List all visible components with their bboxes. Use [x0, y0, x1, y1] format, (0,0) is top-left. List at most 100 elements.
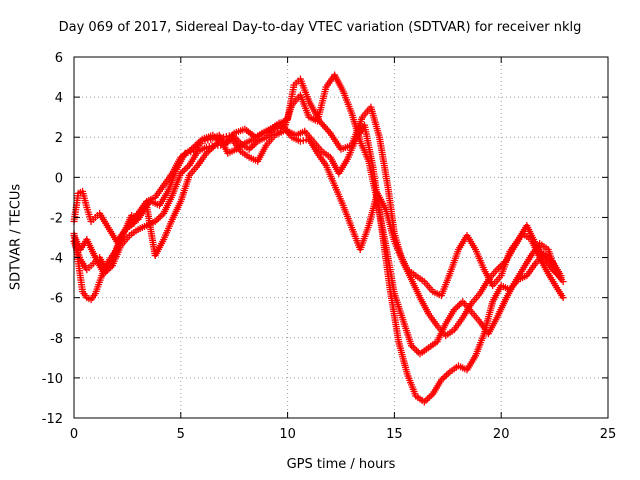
x-axis-label: GPS time / hours — [286, 457, 396, 472]
data-point-interp — [286, 131, 294, 139]
data-point-interp — [218, 135, 226, 143]
data-point-interp — [375, 131, 383, 139]
data-point-interp — [321, 85, 329, 93]
data-point-interp — [509, 246, 517, 254]
data-point-interp — [184, 163, 192, 171]
data-point-interp — [342, 157, 350, 165]
data-point-interp — [407, 340, 415, 348]
data-point-interp — [517, 268, 525, 276]
data-point-interp — [249, 142, 257, 150]
data-point-interp — [201, 151, 209, 159]
data-point-interp — [431, 339, 439, 347]
data-point-interp — [390, 287, 398, 295]
data-point-interp — [304, 111, 312, 119]
data-point-interp — [415, 292, 423, 300]
data-point-interp — [90, 292, 98, 300]
data-point-interp — [269, 127, 277, 135]
data-point-interp — [558, 276, 566, 284]
data-point-interp — [384, 181, 392, 189]
plot-frame — [73, 56, 609, 419]
data-point-interp — [381, 203, 389, 211]
data-point-interp — [457, 316, 465, 324]
data-point-interp — [260, 134, 268, 142]
data-series-1 — [70, 75, 565, 300]
data-point-interp — [424, 395, 432, 403]
data-point-interp — [483, 278, 491, 286]
data-point-interp — [441, 322, 449, 330]
data-point-interp — [394, 336, 402, 344]
data-point-interp — [302, 136, 310, 144]
data-point-interp — [82, 201, 90, 209]
data-point-interp — [461, 365, 469, 373]
data-point-interp — [495, 274, 503, 282]
data-point-interp — [347, 221, 355, 229]
data-point-interp — [90, 252, 98, 260]
x-tick-label: 20 — [493, 427, 510, 442]
data-point-interp — [552, 267, 560, 275]
data-point-interp — [235, 145, 243, 153]
data-point-interp — [432, 320, 440, 328]
data-point-interp — [509, 282, 517, 290]
data-point-interp — [200, 144, 208, 152]
data-point-interp — [358, 115, 366, 123]
data-point-interp — [454, 248, 462, 256]
data-point-interp — [204, 136, 212, 144]
data-point-interp — [424, 308, 432, 316]
data-point-interp — [252, 156, 260, 164]
data-series-2 — [70, 119, 565, 406]
data-point-interp — [185, 174, 193, 181]
data-point-interp — [114, 240, 122, 248]
data-point-interp — [526, 254, 534, 262]
data-point-interp — [155, 214, 163, 222]
data-point-interp — [552, 282, 560, 290]
data-point-interp — [466, 302, 474, 310]
data-point-interp — [269, 133, 277, 141]
data-point-interp — [209, 143, 217, 151]
data-point-interp — [411, 390, 419, 398]
y-tick-label: -12 — [42, 412, 63, 427]
data-point-interp — [364, 155, 372, 163]
data-point-interp — [479, 332, 487, 340]
data-point-interp — [247, 144, 255, 152]
data-point-interp — [180, 151, 188, 159]
data-point-interp — [427, 392, 435, 400]
data-point-interp — [193, 149, 201, 157]
data-point-interp — [252, 139, 260, 147]
data-point-interp — [535, 252, 543, 260]
data-point-interp — [304, 95, 312, 103]
data-point-interp — [470, 354, 478, 362]
data-point-interp — [167, 218, 175, 226]
tick-layer: 0 5 10 15 20 25 -12 -10 -8 -6 -4 -2 0 2 4 6 — [42, 51, 617, 442]
data-point-interp — [443, 371, 451, 379]
data-point-interp — [418, 276, 426, 284]
data-point-interp — [247, 136, 255, 144]
data-point-interp — [132, 214, 140, 222]
data-point-interp — [474, 292, 482, 300]
data-point-interp — [347, 107, 355, 115]
data-point-interp — [287, 103, 295, 111]
x-tick-label: 5 — [177, 427, 185, 442]
data-point-interp — [454, 302, 462, 310]
data-point-interp — [230, 146, 238, 154]
data-point-interp — [525, 234, 533, 242]
data-point-interp — [407, 274, 415, 282]
y-tick-label: 4 — [55, 91, 63, 106]
y-tick-label: -4 — [50, 252, 63, 267]
data-point-interp — [182, 165, 190, 173]
data-point-interp — [445, 272, 453, 280]
data-point-interp — [422, 345, 430, 353]
data-point-interp — [321, 159, 329, 167]
data-point-interp — [338, 199, 346, 207]
data-point-interp — [158, 211, 166, 219]
data-point-interp — [276, 124, 284, 132]
data-point-interp — [97, 274, 105, 282]
data-point-interp — [422, 396, 430, 404]
x-tick-label: 0 — [70, 427, 78, 442]
x-tick-label: 10 — [279, 427, 296, 442]
data-point-interp — [89, 215, 97, 223]
y-tick-label: -2 — [50, 211, 63, 226]
data-point-interp — [413, 347, 421, 355]
x-tick-label: 25 — [600, 427, 617, 442]
data-point-interp — [338, 85, 346, 93]
data-point-interp — [243, 152, 251, 160]
